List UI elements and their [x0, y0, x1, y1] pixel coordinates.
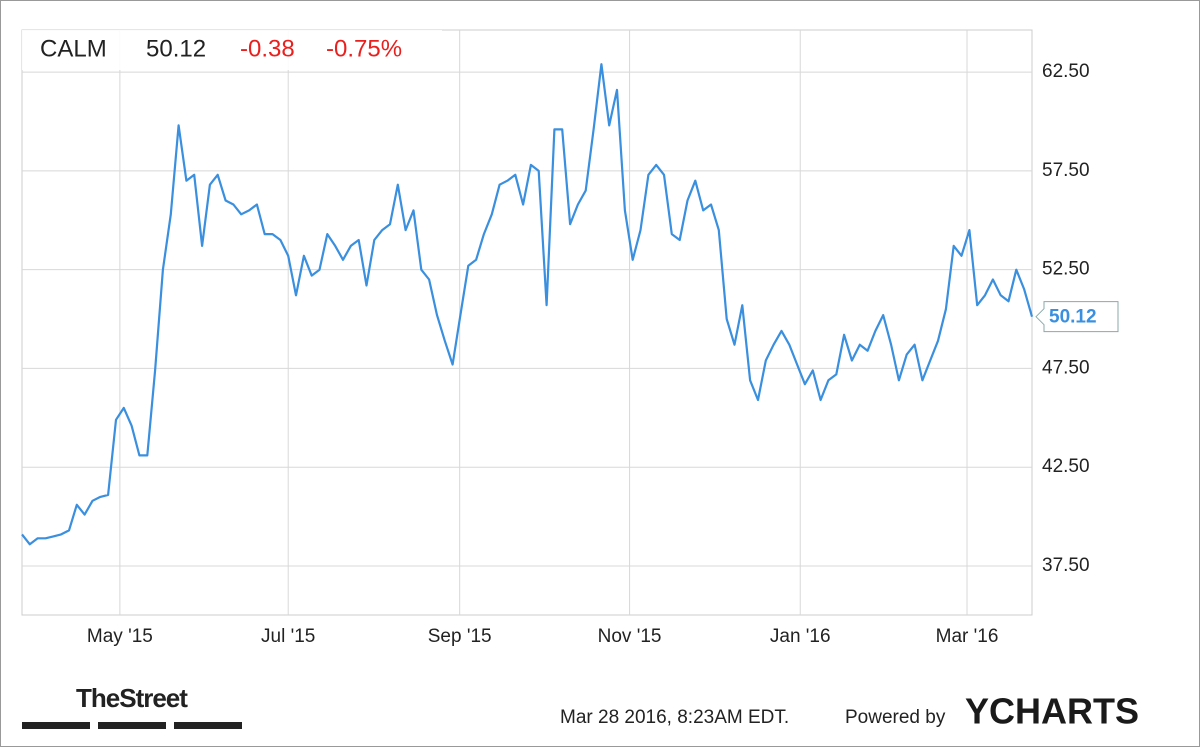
- x-tick-label: Jul '15: [261, 626, 315, 647]
- plot-area: [21, 29, 1033, 616]
- x-tick-label: Mar '16: [936, 626, 999, 647]
- logo-bar: [98, 722, 166, 729]
- y-tick-label: 52.50: [1042, 259, 1090, 280]
- y-tick-label: 57.50: [1042, 160, 1090, 181]
- last-value-label: 50.12: [1049, 307, 1097, 328]
- ticker: CALM: [40, 35, 107, 62]
- timestamp: Mar 28 2016, 8:23AM EDT.: [560, 707, 789, 728]
- logo-bar: [174, 722, 242, 729]
- brand: YCHARTS: [965, 691, 1139, 732]
- y-tick-label: 42.50: [1042, 456, 1090, 477]
- x-tick-label: Sep '15: [428, 626, 492, 647]
- y-tick-label: 62.50: [1042, 61, 1090, 82]
- x-tick-label: Jan '16: [770, 626, 831, 647]
- source-logo: TheStreet: [76, 683, 188, 713]
- logo-bar: [22, 722, 90, 729]
- powered-by: Powered by: [845, 707, 946, 728]
- price-line: [21, 63, 1034, 546]
- change: -0.38: [240, 35, 295, 62]
- y-tick-label: 37.50: [1042, 555, 1090, 576]
- last-value-box: [1035, 301, 1119, 333]
- x-tick-label: Nov '15: [598, 626, 662, 647]
- price: 50.12: [146, 35, 206, 62]
- quote-box: [22, 30, 442, 70]
- change-percent: -0.75%: [326, 35, 402, 62]
- y-tick-label: 47.50: [1042, 357, 1090, 378]
- x-tick-label: May '15: [87, 626, 153, 647]
